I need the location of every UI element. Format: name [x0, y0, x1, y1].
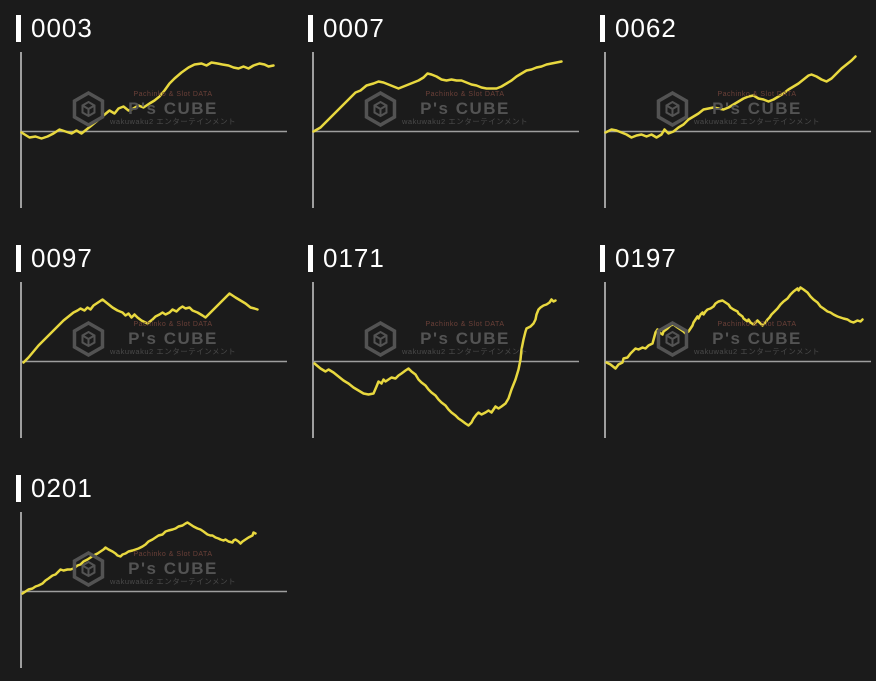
machine-title: 0171 — [308, 244, 584, 272]
machine-title: 0097 — [16, 244, 292, 272]
machine-chart-cell[interactable]: 0171 Pachinko & Slot DATA P's CUBE wakuw… — [292, 230, 584, 460]
machine-title: 0003 — [16, 14, 292, 42]
machine-id: 0007 — [323, 13, 385, 43]
payout-line-series — [313, 298, 557, 427]
title-accent-bar — [16, 14, 21, 42]
payout-line-series — [20, 61, 275, 140]
title-accent-bar — [308, 244, 313, 272]
payout-line-series — [605, 286, 864, 370]
machine-id: 0171 — [323, 243, 385, 273]
chart-canvas — [604, 282, 871, 438]
payout-sparkline-chart: Pachinko & Slot DATA P's CUBE wakuwaku2 … — [20, 282, 287, 438]
chart-canvas — [20, 512, 287, 668]
machine-title: 0197 — [600, 244, 876, 272]
title-accent-bar — [16, 474, 21, 502]
machine-chart-cell[interactable]: 0097 Pachinko & Slot DATA P's CUBE wakuw… — [0, 230, 292, 460]
payout-sparkline-chart: Pachinko & Slot DATA P's CUBE wakuwaku2 … — [312, 52, 579, 208]
machine-chart-cell[interactable]: 0197 Pachinko & Slot DATA P's CUBE wakuw… — [584, 230, 876, 460]
chart-canvas — [312, 282, 579, 438]
machine-id: 0201 — [31, 473, 93, 503]
payout-line-series — [312, 60, 563, 133]
title-accent-bar — [16, 244, 21, 272]
machine-chart-cell[interactable]: 0062 Pachinko & Slot DATA P's CUBE wakuw… — [584, 0, 876, 230]
title-accent-bar — [600, 14, 605, 42]
machine-title: 0062 — [600, 14, 876, 42]
machine-title: 0007 — [308, 14, 584, 42]
chart-canvas — [312, 52, 579, 208]
payout-line-series — [21, 521, 257, 595]
machine-id: 0097 — [31, 243, 93, 273]
chart-canvas — [20, 52, 287, 208]
payout-sparkline-chart: Pachinko & Slot DATA P's CUBE wakuwaku2 … — [604, 52, 871, 208]
machine-chart-cell[interactable]: 0003 Pachinko & Slot DATA P's CUBE wakuw… — [0, 0, 292, 230]
payout-sparkline-chart: Pachinko & Slot DATA P's CUBE wakuwaku2 … — [20, 512, 287, 668]
machine-title: 0201 — [16, 474, 292, 502]
payout-sparkline-chart: Pachinko & Slot DATA P's CUBE wakuwaku2 … — [20, 52, 287, 208]
payout-sparkline-chart: Pachinko & Slot DATA P's CUBE wakuwaku2 … — [312, 282, 579, 438]
title-accent-bar — [600, 244, 605, 272]
machine-id: 0003 — [31, 13, 93, 43]
chart-canvas — [604, 52, 871, 208]
machine-chart-cell[interactable]: 0007 Pachinko & Slot DATA P's CUBE wakuw… — [292, 0, 584, 230]
payout-sparkline-chart: Pachinko & Slot DATA P's CUBE wakuwaku2 … — [604, 282, 871, 438]
payout-line-series — [22, 292, 259, 364]
chart-canvas — [20, 282, 287, 438]
machine-id: 0062 — [615, 13, 677, 43]
title-accent-bar — [308, 14, 313, 42]
machine-id: 0197 — [615, 243, 677, 273]
machine-chart-cell[interactable]: 0201 Pachinko & Slot DATA P's CUBE wakuw… — [0, 460, 292, 681]
payout-line-series — [604, 55, 857, 139]
